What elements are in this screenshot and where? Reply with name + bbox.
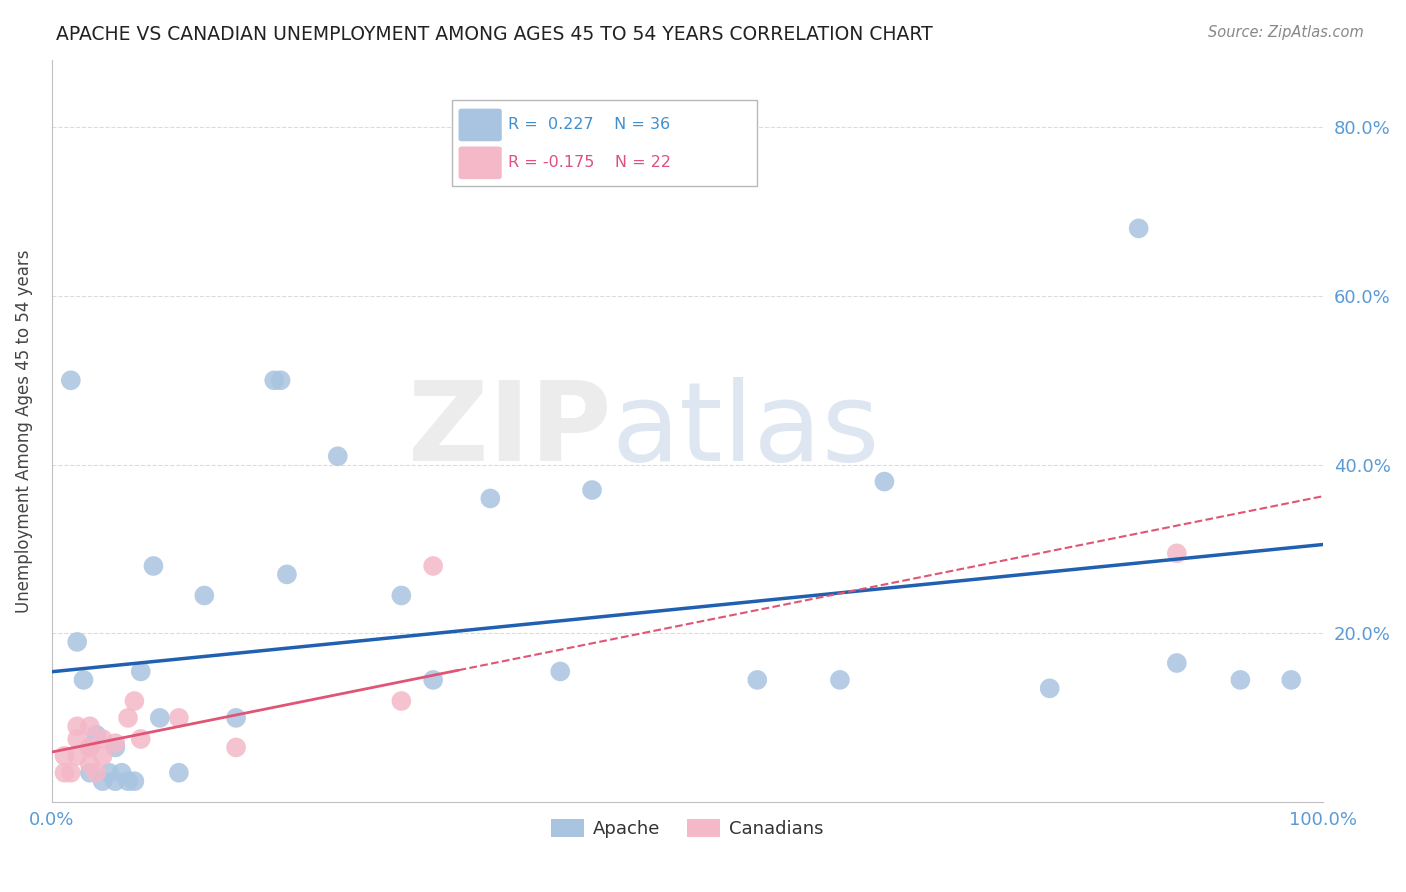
Point — [193, 589, 215, 603]
Point — [72, 673, 94, 687]
Point — [97, 765, 120, 780]
Point — [422, 558, 444, 573]
Legend: Apache, Canadians: Apache, Canadians — [544, 812, 831, 846]
Text: Source: ZipAtlas.com: Source: ZipAtlas.com — [1208, 25, 1364, 40]
Point — [149, 711, 172, 725]
Point — [84, 728, 107, 742]
Point — [873, 475, 896, 489]
Point — [263, 373, 285, 387]
Point — [124, 694, 146, 708]
Point — [66, 731, 89, 746]
Point — [479, 491, 502, 506]
FancyBboxPatch shape — [458, 146, 502, 179]
Point — [828, 673, 851, 687]
Point — [422, 673, 444, 687]
Text: APACHE VS CANADIAN UNEMPLOYMENT AMONG AGES 45 TO 54 YEARS CORRELATION CHART: APACHE VS CANADIAN UNEMPLOYMENT AMONG AG… — [56, 25, 934, 44]
Point — [1166, 546, 1188, 560]
Point — [66, 748, 89, 763]
Point — [117, 711, 139, 725]
Point — [59, 373, 82, 387]
Point — [389, 694, 412, 708]
FancyBboxPatch shape — [453, 101, 758, 186]
Point — [53, 748, 76, 763]
Point — [117, 774, 139, 789]
Point — [1128, 221, 1150, 235]
Point — [167, 711, 190, 725]
Point — [1166, 656, 1188, 670]
Point — [79, 740, 101, 755]
Point — [91, 774, 114, 789]
Point — [326, 449, 349, 463]
Point — [79, 757, 101, 772]
Y-axis label: Unemployment Among Ages 45 to 54 years: Unemployment Among Ages 45 to 54 years — [15, 249, 32, 613]
Point — [104, 774, 127, 789]
Point — [129, 665, 152, 679]
Point — [270, 373, 292, 387]
Point — [104, 736, 127, 750]
Point — [1229, 673, 1251, 687]
Point — [1039, 681, 1062, 696]
Point — [225, 711, 247, 725]
Point — [79, 740, 101, 755]
Point — [53, 765, 76, 780]
Point — [129, 731, 152, 746]
Point — [747, 673, 769, 687]
Point — [124, 774, 146, 789]
Point — [1279, 673, 1302, 687]
FancyBboxPatch shape — [458, 109, 502, 141]
Text: R =  0.227    N = 36: R = 0.227 N = 36 — [508, 118, 671, 132]
Point — [59, 765, 82, 780]
Point — [66, 719, 89, 733]
Point — [104, 740, 127, 755]
Point — [84, 765, 107, 780]
Point — [79, 740, 101, 755]
Point — [276, 567, 298, 582]
Point — [111, 765, 134, 780]
Text: atlas: atlas — [612, 377, 880, 484]
Point — [225, 740, 247, 755]
Text: R = -0.175    N = 22: R = -0.175 N = 22 — [508, 155, 671, 170]
Point — [167, 765, 190, 780]
Point — [91, 731, 114, 746]
Text: ZIP: ZIP — [408, 377, 612, 484]
Point — [66, 635, 89, 649]
Point — [548, 665, 571, 679]
Point — [91, 748, 114, 763]
Point — [581, 483, 603, 497]
Point — [79, 765, 101, 780]
Point — [389, 589, 412, 603]
Point — [79, 719, 101, 733]
Point — [142, 558, 165, 573]
